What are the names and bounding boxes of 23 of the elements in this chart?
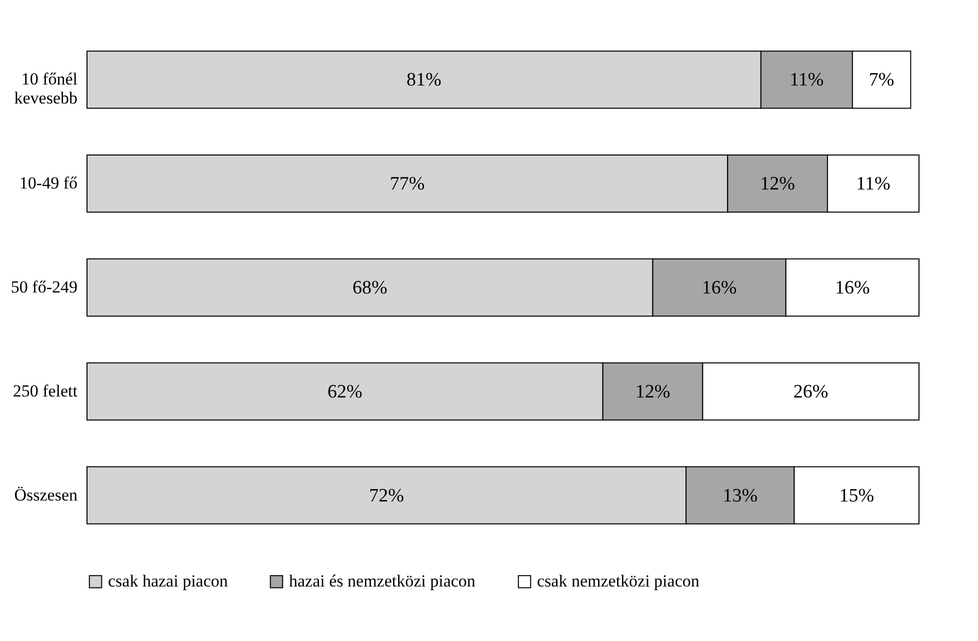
y-tick-label: 10-49 fő (19, 174, 78, 193)
y-tick-label: 10 főnél kevesebb (14, 70, 78, 108)
legend-label: csak hazai piacon (108, 572, 228, 591)
data-label: 26% (793, 381, 828, 402)
data-label: 12% (635, 381, 670, 402)
data-label: 7% (868, 70, 894, 91)
data-label: 11% (856, 174, 890, 195)
data-label: 72% (369, 485, 404, 506)
data-label: 62% (328, 381, 363, 402)
data-label: 77% (390, 174, 425, 195)
y-tick-label: 50 fő-249 (10, 278, 78, 296)
data-label: 16% (835, 278, 870, 298)
data-label: 11% (790, 70, 824, 91)
y-tick-label: 250 felett (12, 381, 78, 400)
data-label: 13% (722, 485, 758, 506)
data-label: 81% (406, 70, 442, 91)
legend-label: hazai és nemzetközi piacon (289, 572, 476, 591)
data-label: 15% (839, 485, 874, 506)
data-label: 68% (352, 278, 388, 298)
y-tick-label: Összesen (14, 485, 78, 504)
data-label: 12% (760, 174, 796, 195)
data-label: 16% (702, 278, 737, 298)
legend-label: csak nemzetközi piacon (537, 572, 700, 591)
